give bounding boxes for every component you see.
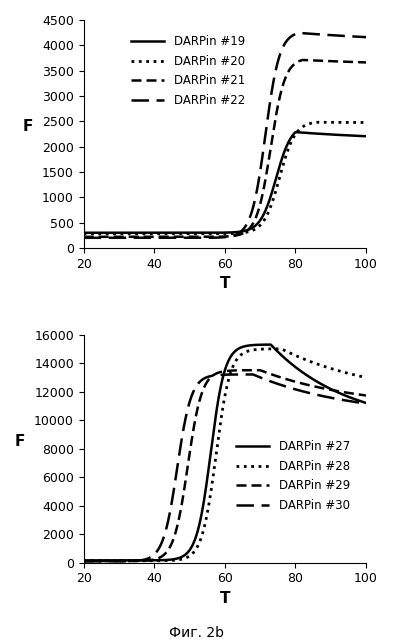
Legend: DARPin #19, DARPin #20, DARPin #21, DARPin #22: DARPin #19, DARPin #20, DARPin #21, DARP… (126, 31, 250, 111)
Legend: DARPin #27, DARPin #28, DARPin #29, DARPin #30: DARPin #27, DARPin #28, DARPin #29, DARP… (231, 435, 354, 516)
Text: Фиг. 2b: Фиг. 2b (169, 626, 224, 640)
Y-axis label: F: F (15, 433, 26, 449)
X-axis label: T: T (220, 276, 230, 291)
X-axis label: T: T (220, 591, 230, 606)
Y-axis label: F: F (23, 119, 33, 134)
